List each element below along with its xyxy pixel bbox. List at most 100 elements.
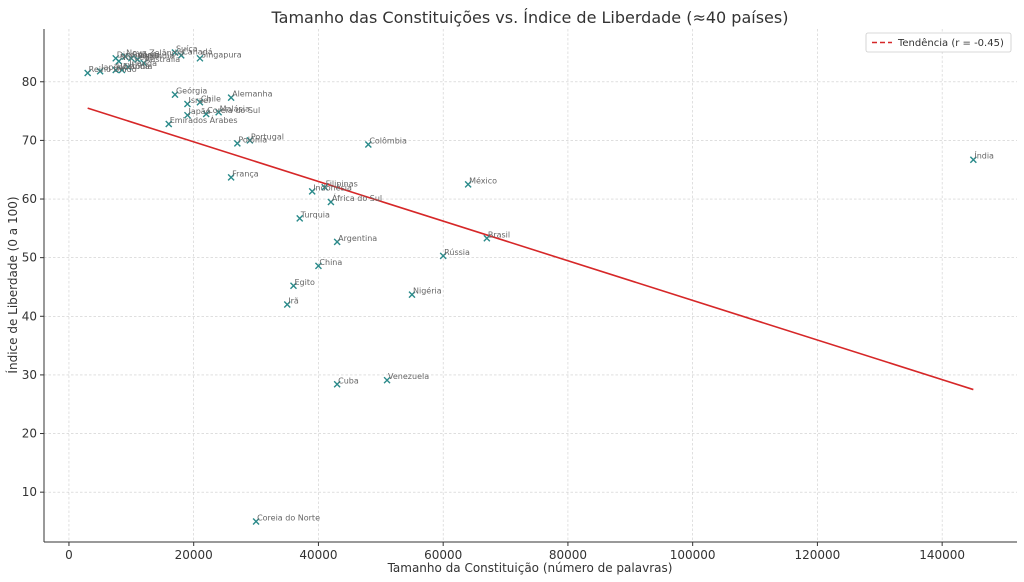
data-point: Canadá bbox=[177, 47, 213, 59]
point-marker bbox=[364, 141, 372, 148]
point-marker bbox=[121, 53, 129, 61]
point-marker bbox=[246, 136, 254, 144]
point-label: Colômbia bbox=[369, 135, 407, 145]
data-point: Egito bbox=[289, 278, 315, 290]
point-label: Japão bbox=[187, 107, 210, 116]
point-marker bbox=[333, 380, 341, 388]
point-label: Noruega bbox=[120, 53, 154, 62]
data-point: Coreia do Sul bbox=[202, 106, 260, 118]
legend: Tendência (r = -0.45) bbox=[865, 32, 1012, 53]
point-marker bbox=[308, 187, 316, 195]
data-point: Suíça bbox=[171, 44, 198, 56]
point-label: Austrália bbox=[145, 55, 180, 64]
point-label: Cuba bbox=[338, 376, 359, 385]
point-marker bbox=[171, 91, 179, 99]
data-point: Reino Unido bbox=[84, 65, 137, 77]
data-point: Índia bbox=[969, 150, 994, 164]
data-point: Emirados Árabes bbox=[165, 114, 238, 128]
point-marker bbox=[134, 55, 142, 63]
axes: 0 20000 40000 60000 80000 100000 120000 140000 1… bbox=[22, 29, 1017, 562]
point-label: Brasil bbox=[488, 230, 510, 239]
point-marker bbox=[327, 198, 335, 206]
chart-title: Tamanho das Constituições vs. Índice de … bbox=[271, 8, 789, 27]
point-marker bbox=[140, 59, 148, 67]
data-point: Japão bbox=[96, 63, 123, 75]
point-marker bbox=[183, 100, 191, 108]
legend-entry: Tendência (r = -0.45) bbox=[897, 37, 1004, 49]
x-tick-label: 140000 bbox=[919, 548, 965, 562]
point-marker bbox=[314, 262, 322, 270]
point-marker bbox=[127, 54, 135, 62]
x-tick-label: 20000 bbox=[175, 548, 213, 562]
point-marker bbox=[464, 180, 472, 188]
legend-box bbox=[865, 32, 1012, 53]
y-tick-label: 50 bbox=[22, 251, 37, 265]
point-label: México bbox=[469, 175, 497, 185]
point-label: Nigéria bbox=[413, 286, 442, 296]
point-label: Venezuela bbox=[388, 372, 429, 381]
data-point: Austrália bbox=[140, 55, 180, 67]
data-point: Holanda bbox=[112, 62, 150, 74]
point-label: Índia bbox=[974, 150, 994, 161]
point-label: Singapura bbox=[201, 50, 242, 59]
x-tick-label: 80000 bbox=[549, 548, 587, 562]
point-label: Irlanda bbox=[129, 59, 157, 68]
trend-layer bbox=[87, 107, 974, 391]
point-marker bbox=[118, 66, 126, 74]
point-label: Geórgia bbox=[176, 86, 207, 96]
grid bbox=[44, 29, 1017, 542]
data-point: Chile bbox=[196, 94, 221, 106]
data-point: Polônia bbox=[233, 134, 267, 147]
point-marker bbox=[202, 110, 210, 118]
point-label: Irã bbox=[288, 297, 299, 306]
data-point: Cuba bbox=[333, 376, 359, 388]
point-marker bbox=[321, 183, 329, 191]
y-tick-label: 40 bbox=[22, 309, 37, 323]
data-point: Indonésia bbox=[308, 182, 352, 195]
point-marker bbox=[233, 139, 241, 147]
data-point: Irã bbox=[283, 297, 299, 309]
point-label: Malásia bbox=[220, 104, 250, 113]
point-marker bbox=[439, 252, 447, 260]
point-marker bbox=[252, 517, 260, 525]
point-label: Holanda bbox=[117, 62, 150, 71]
point-label: África do Sul bbox=[332, 192, 382, 203]
y-tick-label: 10 bbox=[22, 485, 37, 499]
point-marker bbox=[196, 98, 204, 106]
point-label: Portugal bbox=[251, 132, 284, 141]
point-marker bbox=[383, 376, 391, 384]
point-marker bbox=[84, 69, 92, 77]
data-point: Geórgia bbox=[171, 86, 207, 99]
data-point: China bbox=[314, 258, 342, 270]
point-label: China bbox=[319, 258, 342, 267]
point-label: Turquia bbox=[300, 210, 330, 219]
x-tick-label: 40000 bbox=[299, 548, 337, 562]
point-marker bbox=[296, 214, 304, 222]
data-point: França bbox=[227, 169, 259, 181]
data-point: Portugal bbox=[246, 132, 284, 144]
y-tick-label: 80 bbox=[22, 75, 37, 89]
data-point: Noruega bbox=[115, 53, 154, 65]
y-axis-label: Índice de Liberdade (0 a 100) bbox=[5, 196, 20, 373]
data-point: Turquia bbox=[296, 210, 330, 222]
point-label: Rússia bbox=[444, 248, 470, 257]
point-marker bbox=[177, 51, 185, 59]
x-tick-label: 0 bbox=[65, 548, 73, 562]
data-point: Japão bbox=[183, 107, 211, 119]
x-tick-label: 60000 bbox=[424, 548, 462, 562]
y-tick-label: 60 bbox=[22, 192, 37, 206]
x-tick-label: 120000 bbox=[795, 548, 841, 562]
point-label: Egito bbox=[294, 278, 314, 287]
point-label: Argentina bbox=[338, 234, 377, 243]
data-point: Nigéria bbox=[408, 286, 442, 299]
point-label: Polônia bbox=[238, 134, 267, 144]
point-label: Indonésia bbox=[313, 182, 352, 192]
point-marker bbox=[227, 94, 235, 102]
data-point: Finlândia bbox=[134, 51, 174, 63]
x-tick-label: 100000 bbox=[670, 548, 716, 562]
y-tick-label: 70 bbox=[22, 133, 37, 147]
trend-line bbox=[87, 107, 974, 391]
